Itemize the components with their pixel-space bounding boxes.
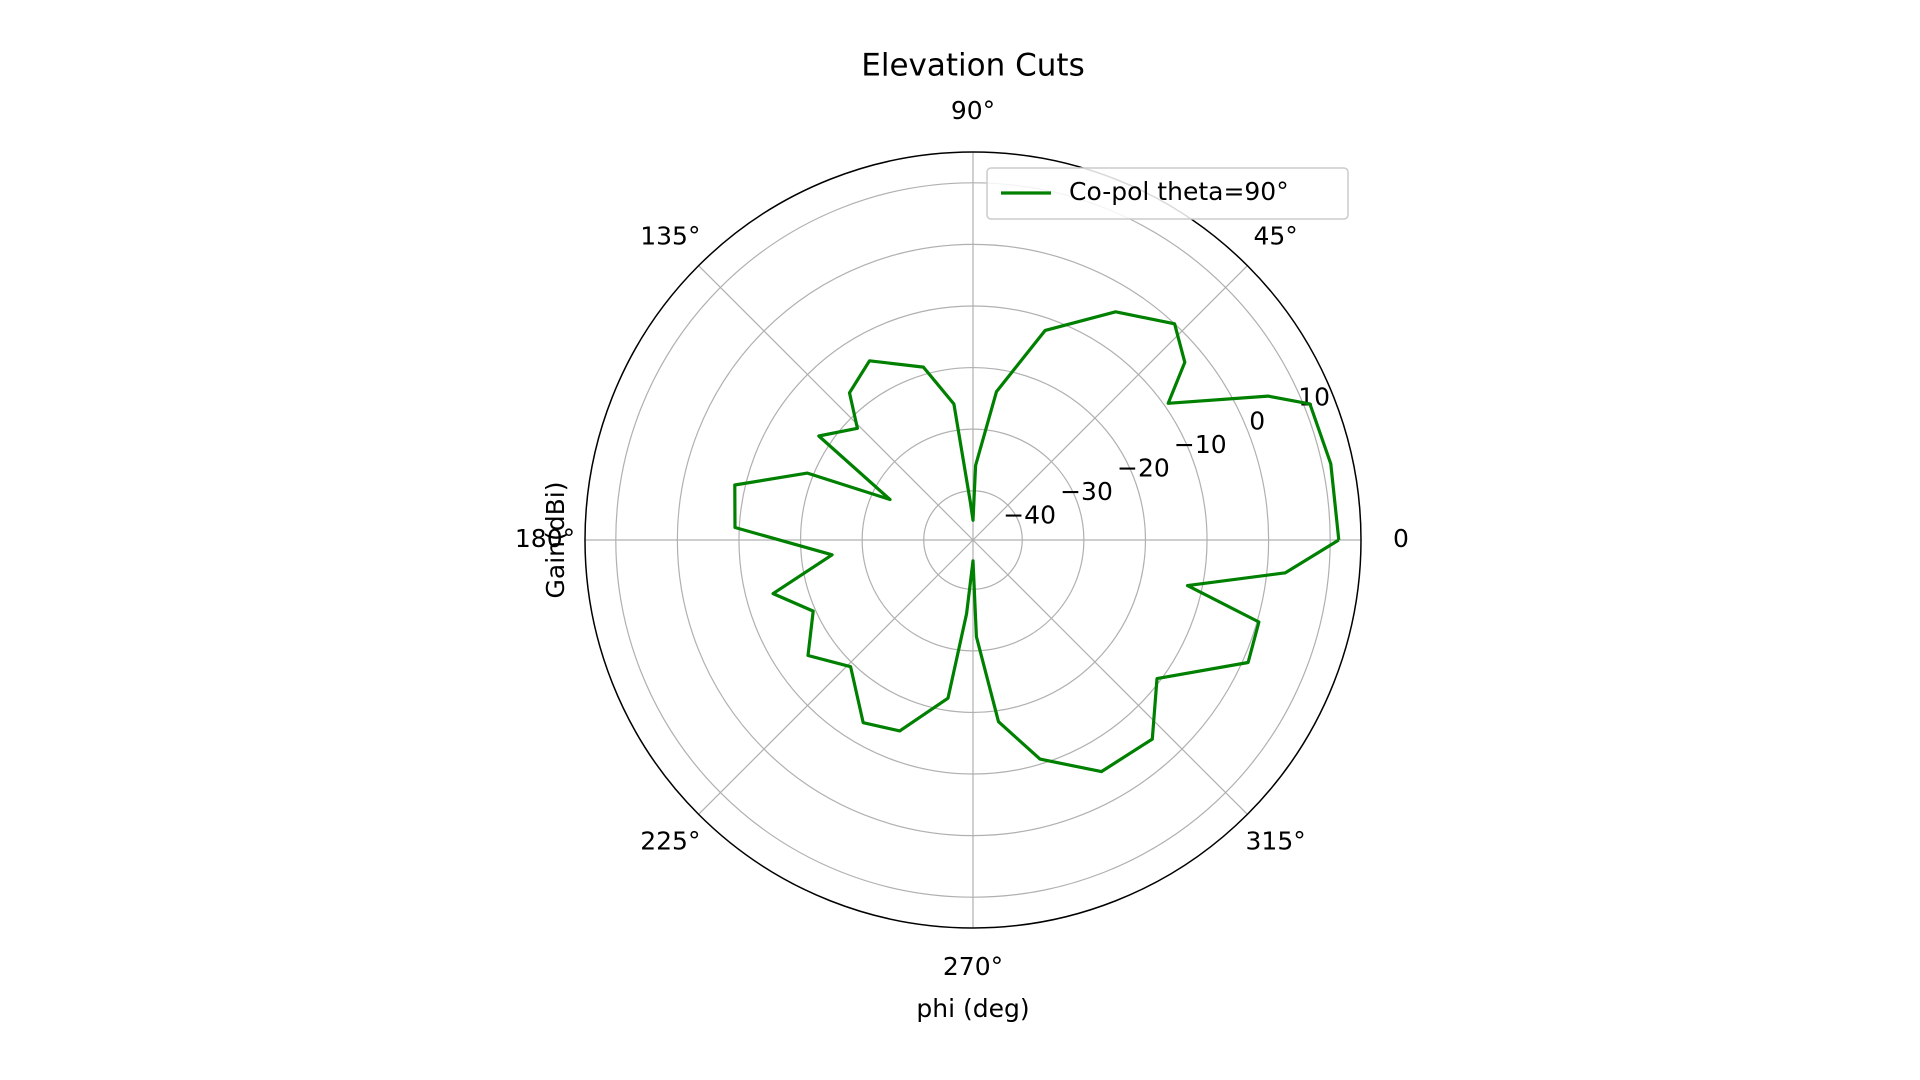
theta-tick-label: 135° — [640, 221, 700, 250]
radial-tick-label: −30 — [1060, 477, 1113, 506]
theta-tick-label: 0 — [1393, 524, 1409, 553]
theta-tick-label: 315° — [1246, 827, 1306, 856]
chart-title: Elevation Cuts — [861, 48, 1084, 84]
radial-tick-label: 10 — [1298, 383, 1330, 412]
theta-tick-label: 45° — [1253, 221, 1297, 250]
theta-tick-label: 225° — [640, 827, 700, 856]
polar-frame — [584, 151, 1362, 929]
y-axis-label: Gain(dBi) — [541, 482, 570, 599]
theta-tick-label: 270° — [943, 952, 1003, 981]
theta-tick-label: 180° — [515, 524, 575, 553]
x-axis-label: phi (deg) — [916, 994, 1029, 1023]
radial-tick-label: −10 — [1174, 430, 1227, 459]
legend: Co-pol theta=90° — [986, 167, 1349, 220]
theta-tick-label: 90° — [951, 96, 995, 125]
legend-label: Co-pol theta=90° — [1069, 177, 1289, 206]
grid-spoke — [698, 539, 974, 815]
radial-tick-label: −20 — [1117, 453, 1170, 482]
grid-spoke — [972, 539, 1248, 815]
series-line — [733, 310, 1341, 774]
grid-spoke — [698, 265, 974, 541]
radial-tick-label: −40 — [1003, 501, 1056, 530]
legend-box — [986, 167, 1349, 220]
grid-spoke — [972, 265, 1248, 541]
radial-tick-label: 0 — [1249, 406, 1265, 435]
